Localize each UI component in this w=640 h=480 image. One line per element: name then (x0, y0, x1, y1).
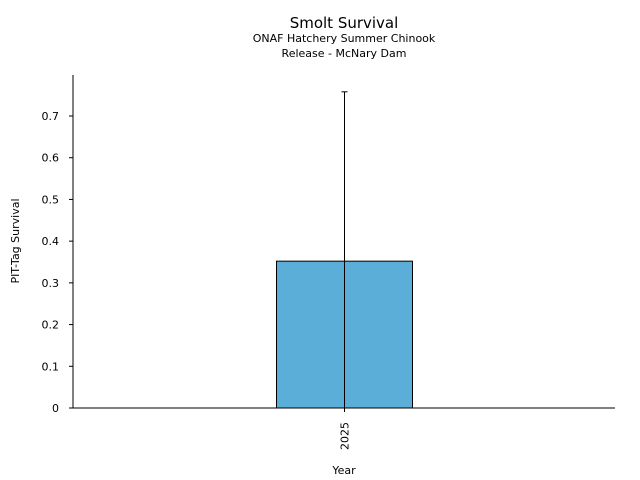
y-tick-label: 0 (52, 402, 59, 415)
y-tick-label: 0.1 (42, 360, 60, 373)
y-tick-label: 0.5 (42, 193, 60, 206)
y-axis-label: PIT-Tag Survival (9, 198, 22, 283)
x-axis-label: Year (331, 464, 356, 477)
y-tick-label: 0.7 (42, 110, 60, 123)
y-tick-label: 0.6 (42, 152, 60, 165)
chart-subtitle-line-2: Release - McNary Dam (282, 47, 407, 60)
plot-area: 0 0.1 0.2 0.3 0.4 0.5 0.6 0.7 2025 (42, 91, 413, 450)
chart-title: Smolt Survival (290, 14, 399, 32)
y-tick-label: 0.2 (42, 319, 60, 332)
y-tick-label: 0.4 (42, 235, 60, 248)
y-tick-label: 0.3 (42, 277, 60, 290)
x-tick-label: 2025 (339, 422, 352, 450)
chart-subtitle-line-1: ONAF Hatchery Summer Chinook (253, 32, 436, 45)
